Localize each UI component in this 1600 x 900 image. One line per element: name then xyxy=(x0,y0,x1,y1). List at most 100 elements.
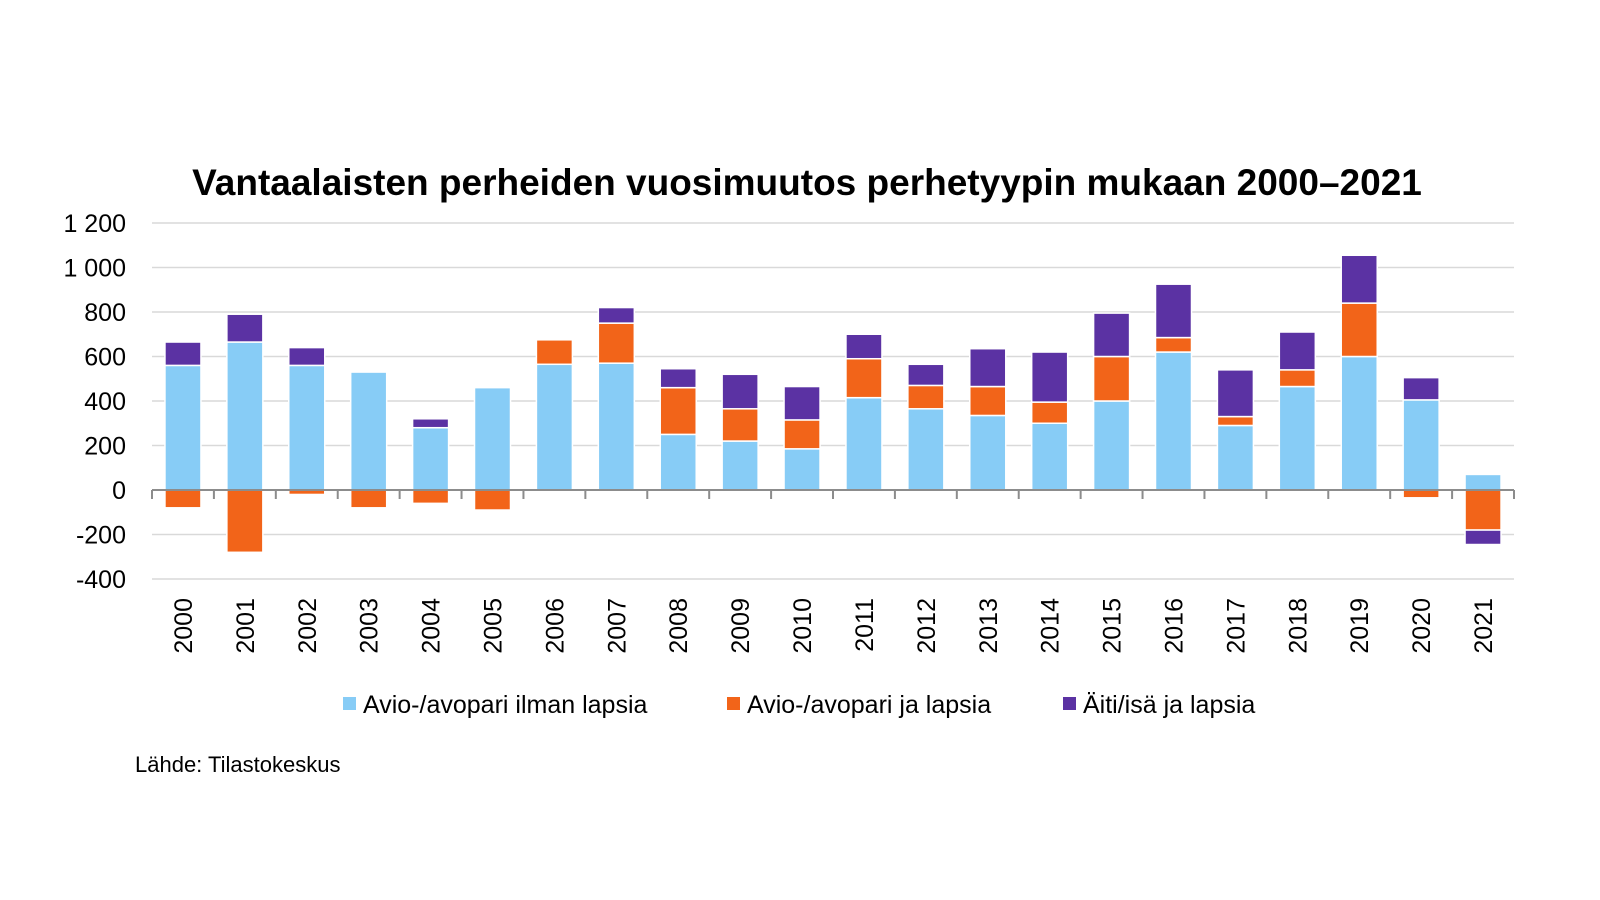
bar-2009-series-1 xyxy=(721,440,759,491)
bar-2004-series-2 xyxy=(411,489,450,505)
bar-2019-series-3 xyxy=(1340,254,1378,304)
y-tick-label: 600 xyxy=(84,344,126,372)
x-tick-label: 2018 xyxy=(1284,598,1312,654)
x-tick-label: 2001 xyxy=(232,598,260,654)
x-tick-label: 2000 xyxy=(170,598,198,654)
bar-2002-series-1 xyxy=(288,364,326,491)
bar-2018-series-3 xyxy=(1278,331,1317,371)
bar-2007-series-3 xyxy=(597,306,636,324)
bar-2016-series-1 xyxy=(1154,351,1193,491)
bar-2020-series-1 xyxy=(1402,399,1440,491)
bar-2000-series-3 xyxy=(164,341,202,367)
bar-2015-series-3 xyxy=(1092,312,1131,358)
bar-2006-series-2 xyxy=(535,339,574,366)
x-tick-label: 2006 xyxy=(541,598,569,654)
x-tick-label: 2021 xyxy=(1470,598,1498,654)
bar-2020-series-3 xyxy=(1402,376,1440,401)
bar-2008-series-3 xyxy=(659,367,697,389)
legend: Avio-/avopari ilman lapsia Avio-/avopari … xyxy=(343,691,1255,719)
x-tick-label: 2007 xyxy=(603,598,631,654)
bar-2003-series-1 xyxy=(349,371,388,491)
y-axis: -400 -200 0 200 400 600 800 1 000 1 200 xyxy=(63,210,126,594)
x-tick-label: 2015 xyxy=(1099,598,1127,654)
bar-2011-series-1 xyxy=(845,396,883,491)
bar-2006-series-1 xyxy=(535,363,574,491)
bar-2011-series-3 xyxy=(845,333,883,360)
x-tick-label: 2005 xyxy=(480,598,508,654)
bar-2015-series-2 xyxy=(1092,355,1131,402)
x-tick-label: 2002 xyxy=(294,598,322,654)
x-tick-label: 2004 xyxy=(418,598,446,654)
bar-2014-series-1 xyxy=(1030,422,1069,491)
bar-2013-series-2 xyxy=(969,385,1007,417)
bar-2001-series-1 xyxy=(226,341,264,491)
y-tick-label: 1 000 xyxy=(63,255,126,283)
bar-2012-series-3 xyxy=(907,363,945,387)
y-tick-label: 800 xyxy=(84,299,126,327)
x-tick-label: 2014 xyxy=(1037,598,1065,654)
bar-2010-series-1 xyxy=(783,448,821,491)
x-tick-labels: 2000 2001 2002 2003 2004 2005 2006 2007 2008 2009… xyxy=(170,598,1498,654)
x-tick-label: 2020 xyxy=(1408,598,1436,654)
bar-2005-series-1 xyxy=(473,386,512,491)
bar-2015-series-1 xyxy=(1092,400,1131,491)
bar-2009-series-2 xyxy=(721,408,759,442)
x-tick-label: 2012 xyxy=(913,598,941,654)
bar-2002-series-3 xyxy=(288,346,326,367)
legend-label: Avio-/avopari ja lapsia xyxy=(747,691,991,719)
bar-2008-series-2 xyxy=(659,386,697,436)
bar-2017-series-3 xyxy=(1216,369,1255,418)
y-tick-label: 0 xyxy=(112,477,126,505)
x-tick-label: 2003 xyxy=(356,598,384,654)
legend-swatch xyxy=(1063,697,1076,710)
x-tick-label: 2008 xyxy=(665,598,693,654)
x-tick-label: 2011 xyxy=(851,598,879,652)
bar-2014-series-2 xyxy=(1030,401,1069,424)
bar-2020-series-2 xyxy=(1402,489,1440,499)
bar-2021-series-1 xyxy=(1464,473,1502,491)
legend-item: Avio-/avopari ja lapsia xyxy=(727,691,991,719)
x-axis xyxy=(151,489,1515,499)
bar-2000-series-2 xyxy=(164,489,202,509)
bar-2019-series-2 xyxy=(1340,302,1378,358)
bar-2004-series-1 xyxy=(411,426,450,491)
legend-label: Äiti/isä ja lapsia xyxy=(1083,691,1255,719)
y-tick-label: -400 xyxy=(76,566,126,594)
bar-2019-series-1 xyxy=(1340,355,1378,491)
bars xyxy=(164,254,1502,554)
bar-2013-series-1 xyxy=(969,414,1007,491)
bar-2004-series-3 xyxy=(411,418,450,429)
bar-2001-series-2 xyxy=(226,489,264,554)
x-tick-label: 2013 xyxy=(975,598,1003,654)
x-tick-label: 2017 xyxy=(1222,598,1250,654)
bar-2007-series-1 xyxy=(597,362,636,491)
legend-label: Avio-/avopari ilman lapsia xyxy=(363,691,647,719)
bar-2001-series-3 xyxy=(226,313,264,343)
bar-2011-series-2 xyxy=(845,357,883,399)
bar-2003-series-2 xyxy=(349,489,388,509)
y-tick-label: 200 xyxy=(84,433,126,461)
x-tick-label: 2009 xyxy=(727,598,755,654)
bar-2012-series-1 xyxy=(907,408,945,491)
bar-2008-series-1 xyxy=(659,433,697,491)
bar-2018-series-1 xyxy=(1278,385,1317,491)
bar-2017-series-1 xyxy=(1216,424,1255,491)
bar-2007-series-2 xyxy=(597,322,636,364)
legend-swatch xyxy=(727,697,740,710)
bar-2010-series-3 xyxy=(783,385,821,421)
source-note: Lähde: Tilastokeskus xyxy=(135,752,340,777)
bar-2012-series-2 xyxy=(907,384,945,410)
bar-2009-series-3 xyxy=(721,373,759,410)
legend-item: Äiti/isä ja lapsia xyxy=(1063,691,1255,719)
y-tick-label: 400 xyxy=(84,388,126,416)
bar-2013-series-3 xyxy=(969,347,1007,388)
bar-2000-series-1 xyxy=(164,364,202,491)
bar-2017-series-2 xyxy=(1216,415,1255,427)
legend-item: Avio-/avopari ilman lapsia xyxy=(343,691,647,719)
bar-2021-series-2 xyxy=(1464,489,1502,531)
bar-2010-series-2 xyxy=(783,419,821,450)
x-tick-label: 2016 xyxy=(1161,598,1189,654)
x-tick-label: 2019 xyxy=(1346,598,1374,654)
bar-2016-series-3 xyxy=(1154,283,1193,339)
